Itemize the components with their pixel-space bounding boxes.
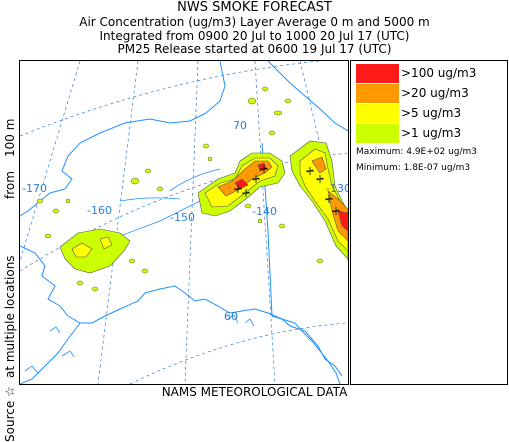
plume-100ug-east: [337, 210, 348, 232]
grid-label-lat-70: 70: [233, 119, 247, 132]
side-label-from: from: [3, 171, 17, 199]
plume-5ug-east: [299, 148, 348, 252]
meridian-160: [97, 61, 139, 384]
meteorological-data-label: NAMS METEOROLOGICAL DATA: [161, 385, 348, 399]
grid-labels: -170 -160 -150 -140 70 60 -130: [22, 119, 348, 323]
grid-label-lat-60: 60: [224, 310, 238, 323]
meridian-140: [254, 61, 276, 384]
se-alaska-coastline: [281, 318, 343, 377]
map-subtitle-concentration: Air Concentration (ug/m3) Layer Average …: [79, 15, 430, 29]
grid-label-lon-160: -160: [87, 204, 112, 217]
legend-item-20ug: >20 ug/m3: [356, 84, 504, 103]
smoke-plumes: [36, 86, 348, 292]
scattered-smoke-patches: [36, 86, 324, 292]
legend-swatch: [356, 124, 399, 143]
island-coastlines: [24, 314, 255, 374]
latitude-line-60: [129, 322, 348, 384]
grid-label-lon-140: -140: [252, 205, 277, 218]
legend-swatch: [356, 84, 399, 103]
legend-item-100ug: >100 ug/m3: [356, 64, 504, 83]
side-label-height: 100 m: [3, 118, 17, 157]
legend-maximum: Maximum: 4.9E+02 ug/m3: [356, 147, 478, 157]
smoke-map: -170 -160 -150 -140 70 60 -130: [19, 60, 349, 385]
legend-label: >1 ug/m3: [401, 126, 462, 140]
legend-label: >100 ug/m3: [401, 66, 477, 80]
legend-item-1ug: >1 ug/m3: [356, 124, 504, 143]
alaska-canada-border: [261, 142, 283, 320]
legend-swatch: [356, 104, 399, 123]
legend-minimum: Minimum: 1.8E-07 ug/m3: [356, 163, 471, 173]
grid-label-lon-150: -150: [170, 211, 195, 224]
legend-label: >5 ug/m3: [401, 106, 462, 120]
map-subtitle-integration: Integrated from 0900 20 Jul to 1000 20 J…: [99, 29, 410, 43]
meridian-170: [20, 61, 81, 262]
map-title: NWS SMOKE FORECAST: [177, 0, 332, 15]
plume-20ug-central: [217, 160, 273, 197]
grid-label-lon-130: -130: [326, 182, 348, 195]
side-label-source: Source ☆: [3, 386, 17, 442]
concentration-legend: >100 ug/m3 >20 ug/m3 >5 ug/m3 >1 ug/m3 M…: [350, 60, 508, 385]
plume-1ug-west: [59, 228, 131, 274]
latitude-line-70: [20, 61, 321, 137]
map-subtitle-release: PM25 Release started at 0600 19 Jul 17 (…: [117, 42, 392, 56]
map-canvas: -170 -160 -150 -140 70 60 -130: [20, 61, 348, 384]
fire-source-markers: [234, 165, 340, 215]
plume-5ug-west: [71, 236, 113, 258]
source-side-label: Source ☆ at multiple locations from 100 …: [0, 60, 20, 442]
legend-label: >20 ug/m3: [401, 86, 469, 100]
side-label-locations: at multiple locations: [3, 255, 17, 378]
grid-label-lon-170: -170: [22, 182, 47, 195]
legend-swatch: [356, 64, 399, 83]
legend-item-5ug: >5 ug/m3: [356, 104, 504, 123]
